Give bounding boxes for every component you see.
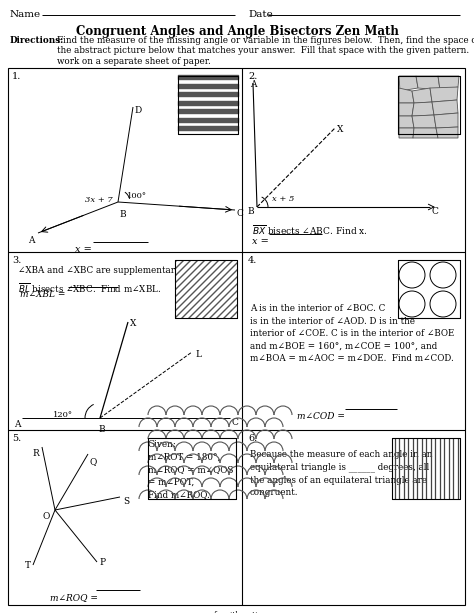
Circle shape <box>399 291 425 317</box>
Polygon shape <box>399 116 414 128</box>
Text: x + 5: x + 5 <box>272 195 294 203</box>
Text: 5.: 5. <box>12 434 21 443</box>
Text: Date: Date <box>248 10 273 19</box>
Polygon shape <box>430 87 458 102</box>
Polygon shape <box>434 113 458 128</box>
Text: C: C <box>432 207 439 216</box>
Text: B: B <box>98 425 105 434</box>
Circle shape <box>399 262 425 288</box>
Bar <box>398 76 460 134</box>
Circle shape <box>435 296 451 312</box>
Bar <box>392 438 460 499</box>
Bar <box>148 438 236 499</box>
Text: L: L <box>195 350 201 359</box>
Text: O: O <box>43 512 50 521</box>
Polygon shape <box>412 102 434 116</box>
Text: ∠XBA and ∠XBC are supplementary.
$\overline{BL}$ bisects ∠XBC.  Find m∠XBL.: ∠XBA and ∠XBC are supplementary. $\overl… <box>18 266 182 295</box>
Text: m∠ROQ =: m∠ROQ = <box>50 593 98 602</box>
Polygon shape <box>412 115 436 128</box>
Text: Because the measure of each angle in an
equilateral triangle is ______ degrees, : Because the measure of each angle in an … <box>250 450 432 497</box>
Polygon shape <box>399 128 414 138</box>
Circle shape <box>440 301 446 307</box>
Text: Name: Name <box>10 10 41 19</box>
Polygon shape <box>399 76 418 91</box>
Text: $\overline{BX}$ bisects ∠ABC. Find x.: $\overline{BX}$ bisects ∠ABC. Find x. <box>252 223 368 237</box>
Circle shape <box>409 301 415 307</box>
Text: 3x + 7: 3x + 7 <box>85 196 113 204</box>
Text: 120°: 120° <box>53 411 73 419</box>
Polygon shape <box>412 88 432 103</box>
Text: x =: x = <box>75 245 92 254</box>
Text: A is in the interior of ∠BOC. C
is in the interior of ∠AOD. D is in the
interior: A is in the interior of ∠BOC. C is in th… <box>250 304 455 363</box>
Bar <box>398 260 460 318</box>
Text: 3.: 3. <box>12 256 21 265</box>
Circle shape <box>440 272 446 278</box>
Bar <box>175 260 237 318</box>
Text: Q: Q <box>90 457 97 466</box>
Circle shape <box>435 267 451 283</box>
Circle shape <box>404 267 420 283</box>
Circle shape <box>430 291 456 317</box>
Text: D: D <box>134 106 141 115</box>
Text: Find the measure of the missing angle or variable in the figures below.  Then, f: Find the measure of the missing angle or… <box>57 36 474 66</box>
Text: X: X <box>337 125 343 134</box>
Polygon shape <box>399 103 414 116</box>
Text: C: C <box>237 209 244 218</box>
Text: P: P <box>99 558 105 567</box>
Text: B: B <box>119 210 126 219</box>
Bar <box>148 438 236 499</box>
Text: 1.: 1. <box>12 72 21 81</box>
Text: Given:
m∠ROT = 180°,
m∠ROQ = m∠QOS
= m∠POT,
Find m∠ROQ.: Given: m∠ROT = 180°, m∠ROQ = m∠QOS = m∠P… <box>148 440 233 499</box>
Polygon shape <box>438 76 459 90</box>
Text: 6.: 6. <box>248 434 257 443</box>
Bar <box>8 68 465 605</box>
Text: 2.: 2. <box>248 72 257 81</box>
Text: Directions:: Directions: <box>10 36 64 45</box>
Text: 4.: 4. <box>248 256 257 265</box>
Bar <box>175 260 237 318</box>
Text: A: A <box>250 80 256 89</box>
Text: m∠XBL =: m∠XBL = <box>20 290 65 299</box>
Polygon shape <box>413 128 438 138</box>
Polygon shape <box>416 76 440 90</box>
Text: S: S <box>123 497 129 506</box>
Text: www.funrithmetic.com: www.funrithmetic.com <box>193 611 281 613</box>
Text: Congruent Angles and Angle Bisectors Zen Math: Congruent Angles and Angle Bisectors Zen… <box>75 25 399 38</box>
Bar <box>398 76 460 134</box>
Text: m∠COD =: m∠COD = <box>297 412 345 421</box>
Polygon shape <box>432 100 458 115</box>
Text: T: T <box>25 561 31 570</box>
Circle shape <box>409 272 415 278</box>
Text: B: B <box>247 207 254 216</box>
Polygon shape <box>436 127 458 138</box>
Circle shape <box>430 262 456 288</box>
Text: x =: x = <box>252 237 269 246</box>
Text: R: R <box>32 449 39 458</box>
Bar <box>398 260 460 318</box>
Text: 100°: 100° <box>127 192 147 200</box>
Polygon shape <box>399 88 414 103</box>
Bar <box>178 76 238 134</box>
Text: A: A <box>28 236 35 245</box>
Bar <box>178 76 238 134</box>
Text: A: A <box>14 420 20 429</box>
Text: C: C <box>232 418 239 427</box>
Text: X: X <box>130 319 137 328</box>
Bar <box>392 438 460 499</box>
Circle shape <box>404 296 420 312</box>
